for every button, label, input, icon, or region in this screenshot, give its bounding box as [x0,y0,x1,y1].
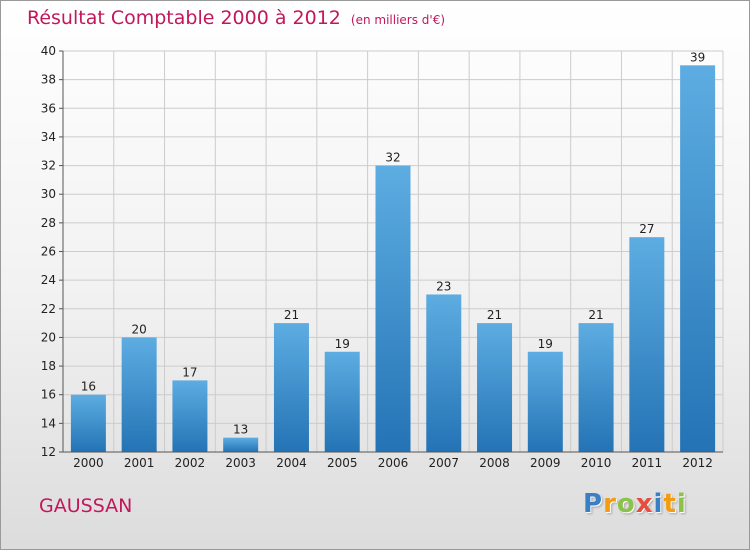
bar-2006 [375,165,411,453]
value-label-2000: 16 [81,380,96,394]
axes [59,50,723,453]
brand-letter: i [676,489,687,519]
brand-letter: o [616,489,636,519]
brand-logo: Proxiti [583,489,687,519]
y-tick-label-20: 20 [41,330,56,344]
y-tick-label-26: 26 [41,245,56,259]
chart-subtitle: (en milliers d'€) [350,13,446,27]
x-tick-label-2002: 2002 [175,456,206,470]
value-label-2007: 23 [436,279,451,293]
bar-2000 [70,394,106,452]
value-label-2011: 27 [639,222,654,236]
x-tick-label-2007: 2007 [428,456,459,470]
x-tick-label-2006: 2006 [378,456,409,470]
value-label-2012: 39 [690,50,705,64]
bar-chart: 12 14 16 18 20 22 24 26 28 30 32 34 36 38 40 16 2000 20 20… [41,44,724,470]
y-tick-label-36: 36 [41,101,56,115]
y-tick-label-14: 14 [41,416,56,430]
y-tick-label-34: 34 [41,130,56,144]
brand-letter: P [583,489,604,519]
value-label-2009: 19 [538,337,553,351]
value-label-2008: 21 [487,308,502,322]
x-tick-label-2009: 2009 [530,456,561,470]
y-tick-label-28: 28 [41,216,56,230]
bar-2009 [527,351,563,452]
bar-2003 [223,437,259,452]
y-tick-label-40: 40 [41,44,56,58]
brand-letter: x [635,489,654,519]
chart-title: Résultat Comptable 2000 à 2012 (en millie… [27,7,445,29]
y-tick-label-32: 32 [41,159,56,173]
value-label-2002: 17 [182,365,197,379]
value-label-2010: 21 [588,308,603,322]
bar-2005 [324,351,360,452]
brand-letter: i [653,489,664,519]
value-label-2001: 20 [132,322,147,336]
value-label-2006: 32 [385,151,400,165]
x-tick-label-2001: 2001 [124,456,155,470]
x-tick-label-2003: 2003 [225,456,256,470]
y-tick-label-30: 30 [41,187,56,201]
y-tick-label-16: 16 [41,388,56,402]
x-tick-label-2012: 2012 [682,456,713,470]
y-tick-label-22: 22 [41,302,56,316]
y-tick-label-18: 18 [41,359,56,373]
value-label-2004: 21 [284,308,299,322]
x-tick-label-2008: 2008 [479,456,510,470]
bar-2008 [477,323,513,452]
labels: 12 14 16 18 20 22 24 26 28 30 32 34 36 38 40 16 2000 20 20… [41,44,713,470]
y-tick-label-24: 24 [41,273,56,287]
value-label-2005: 19 [335,337,350,351]
x-tick-label-2000: 2000 [73,456,104,470]
bar-2001 [121,337,157,452]
bar-2012 [680,65,716,453]
brand-letter: r [603,489,617,519]
place-name: GAUSSAN [39,495,133,517]
bar-2004 [273,323,309,452]
x-tick-label-2004: 2004 [276,456,307,470]
x-tick-label-2005: 2005 [327,456,358,470]
bar-2011 [629,237,665,452]
value-label-2003: 13 [233,423,248,437]
y-tick-label-12: 12 [41,445,56,459]
brand-letter: t [663,489,677,519]
bar-2007 [426,294,462,452]
chart-title-text: Résultat Comptable 2000 à 2012 [27,7,341,29]
bar-2010 [578,323,614,452]
bars [70,65,716,453]
x-tick-label-2011: 2011 [632,456,663,470]
bar-2002 [172,380,208,452]
x-tick-label-2010: 2010 [581,456,612,470]
y-tick-label-38: 38 [41,73,56,87]
